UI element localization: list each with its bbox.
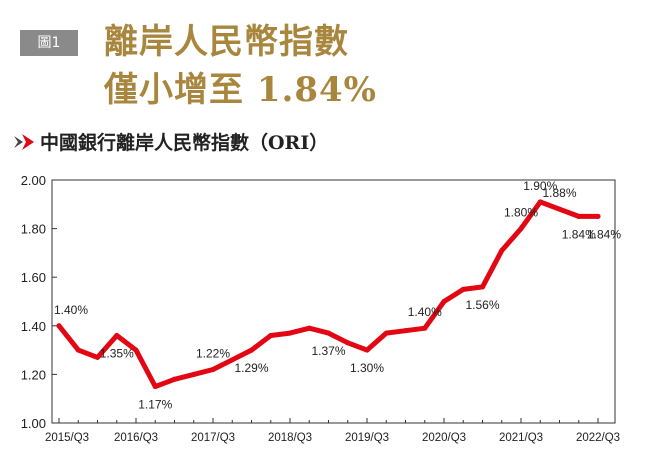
data-label: 1.17% [138,398,172,412]
x-tick-label: 2022/Q3 [576,432,620,444]
data-point [364,347,370,353]
data-point [75,347,81,353]
data-point [576,213,582,219]
data-label: 1.80% [504,206,538,220]
data-label: 1.56% [465,298,499,312]
data-point [114,333,120,339]
data-point [518,226,524,232]
plot-frame [51,179,616,424]
figure-badge: 圖1 [20,30,78,56]
data-label: 1.88% [542,186,576,200]
y-tick-label: 1.40 [21,319,46,334]
data-point [172,376,177,382]
data-point [595,213,601,219]
data-point [383,330,389,336]
x-tick-label: 2019/Q3 [345,432,389,444]
chart-title-row: 中國銀行離岸人民幣指數（ORI） [14,128,634,156]
x-tick-label: 2020/Q3 [422,432,466,444]
data-point [499,247,505,253]
arrow-right-icon [14,134,34,150]
data-point [441,299,447,304]
data-label: 1.30% [350,361,384,375]
data-point [287,330,293,336]
data-label: 1.40% [408,305,442,319]
data-label: 1.35% [100,347,134,361]
header: 圖1 離岸人民幣指數 僅小增至 1.84% [0,0,650,120]
page-title: 離岸人民幣指數 [104,22,349,62]
data-label: 1.84% [562,227,596,241]
y-tick-label: 1.60 [21,270,46,285]
x-tick-label: 2018/Q3 [268,432,312,444]
series-line [56,199,601,390]
data-point [403,328,408,334]
y-tick-label: 2.00 [21,173,46,188]
x-tick-label: 2015/Q3 [45,432,89,444]
data-point [133,347,139,353]
data-point [56,323,62,329]
data-point [326,330,331,336]
data-point [460,286,466,292]
page-subtitle: 僅小增至 1.84% [104,70,377,110]
data-point [480,284,485,290]
data-point [210,367,216,373]
data-point [306,325,312,331]
data-point [268,333,274,339]
data-label: 1.37% [311,344,345,358]
y-tick-label: 1.20 [21,367,46,382]
data-point [557,206,562,212]
data-point [345,340,351,346]
x-tick-label: 2021/Q3 [499,432,543,444]
chart-title: 中國銀行離岸人民幣指數（ORI） [40,132,329,154]
data-label: 1.22% [196,347,230,361]
x-tick-label: 2017/Q3 [191,432,235,444]
data-point [191,371,197,377]
data-label: 1.40% [54,303,88,317]
data-point [249,347,254,353]
data-label: 1.90% [523,179,557,193]
data-point [537,199,543,205]
y-tick-label: 1.00 [21,416,46,431]
data-point [422,325,428,331]
data-point [229,357,235,363]
x-tick-label: 2016/Q3 [114,432,158,444]
data-label: 1.29% [234,361,268,375]
data-label: 1.84% [587,227,621,241]
data-point [152,384,158,390]
data-point [95,354,100,360]
y-tick-label: 1.80 [21,222,46,237]
